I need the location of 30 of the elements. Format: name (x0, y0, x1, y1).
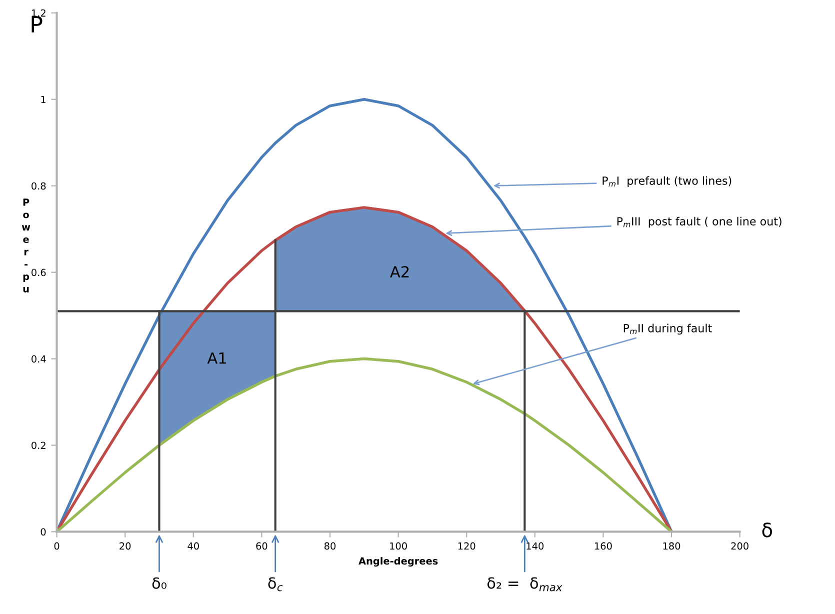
y-tick-label: 1 (41, 96, 46, 104)
text: P (32, 16, 42, 32)
annotation: P$_{m}$I prefault (two lines) (602, 176, 732, 188)
text: δ (762, 522, 772, 538)
x-tick-label: 200 (731, 542, 748, 550)
x-tick-label: 40 (188, 542, 199, 550)
y-tick-label: 0.2 (32, 442, 46, 450)
y-tick-label: 0.8 (32, 182, 46, 190)
annotation: P$_{m}$II during fault (624, 324, 712, 335)
x-tick-label: 140 (526, 542, 544, 550)
ref-line-label: δ₀ (152, 577, 166, 589)
x-tick-label: 180 (663, 542, 680, 550)
y-tick-label: 0.4 (32, 355, 46, 363)
annotation: A2 (390, 266, 409, 278)
x-axis-title: Angle-degrees (358, 557, 438, 567)
x-tick-label: 160 (594, 542, 612, 550)
y-tick-label: 0.6 (32, 268, 46, 276)
x-tick-label: 0 (54, 542, 60, 550)
x-tick-label: 80 (324, 542, 336, 550)
x-tick-label: 120 (458, 542, 476, 550)
x-tick-label: 60 (256, 542, 268, 550)
ref-line-label: δ$_{c}$ (268, 577, 283, 592)
y-tick-label: 1.2 (32, 9, 46, 17)
x-tick-label: 100 (390, 542, 407, 550)
annotation: A1 (207, 352, 226, 364)
ref-line-label: δ₂ = δ$_{max}$ (487, 577, 562, 592)
annotation: P$_{m}$III post fault ( one line out) (617, 216, 782, 228)
y-tick-label: 0 (40, 528, 46, 536)
x-tick-label: 20 (120, 542, 131, 550)
y-axis-title: Power - pu (22, 198, 30, 292)
